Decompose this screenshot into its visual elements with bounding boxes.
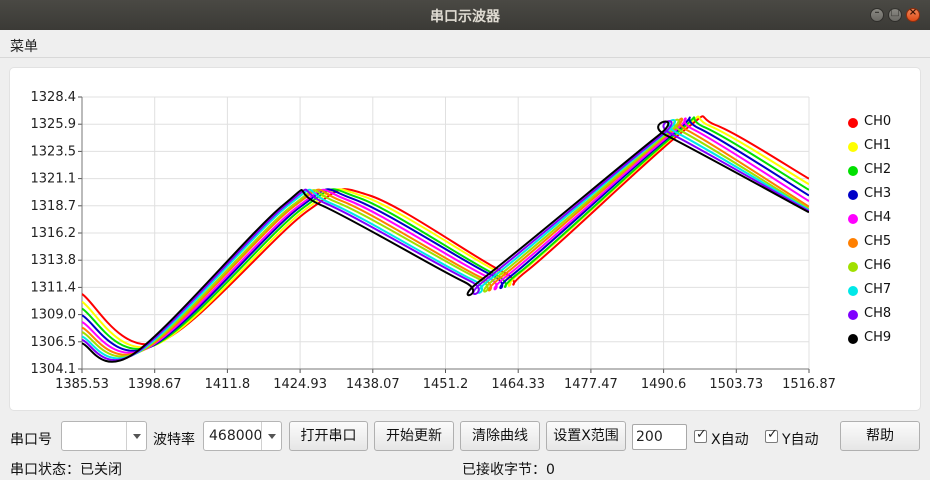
minimize-icon: – [874,7,880,18]
legend-color-icon [848,238,858,248]
y-tick-label: 1321.1 [31,172,77,187]
chart-lines [82,115,809,363]
control-row: 串口号 波特率 468000 打开串口 开始更新 清除曲线 设置X范围 200 … [0,421,930,453]
legend-label: CH2 [864,162,892,177]
y-tick-label: 1313.8 [31,253,77,268]
y-tick-label: 1306.5 [31,335,77,350]
y-tick-label: 1309.0 [31,308,77,323]
status-bar: 串口状态：已关闭 已接收字节：0 [0,457,930,479]
legend-color-icon [848,190,858,200]
baud-label: 波特率 [153,432,195,448]
series-line-ch5 [82,117,809,356]
set-x-range-button[interactable]: 设置X范围 [546,421,626,451]
y-auto-checkbox[interactable]: ✓ [765,427,778,443]
x-tick-label: 1411.8 [205,377,251,392]
x-tick-label: 1438.07 [346,377,400,392]
legend-label: CH9 [864,330,892,345]
y-tick-label: 1325.9 [31,117,77,132]
bytes-received: 已接收字节：0 [462,462,555,478]
menu-item-main[interactable]: 菜单 [10,39,38,55]
port-select[interactable] [61,421,147,451]
x-auto-checkbox[interactable]: ✓ [694,427,707,443]
x-tick-label: 1490.6 [641,377,687,392]
close-button[interactable]: × [906,7,920,22]
port-label: 串口号 [10,432,52,448]
window-title: 串口示波器 [430,9,500,25]
minimize-button[interactable]: – [870,7,884,22]
legend-label: CH1 [864,138,892,153]
y-tick-label: 1318.7 [31,199,77,214]
x-range-input-value: 200 [636,429,663,445]
title-bar: 串口示波器 – □ × [0,0,930,30]
x-tick-label: 1424.93 [273,377,327,392]
chevron-down-icon [126,422,146,450]
chart-panel: 1385.53 1398.67 1411.8 1424.93 1438.07 1451.2… [9,67,921,411]
y-tick-label: 1304.1 [31,362,77,377]
x-axis-ticks: 1385.53 1398.67 1411.8 1424.93 1438.07 1451.2… [55,368,836,392]
y-tick-label: 1316.2 [31,226,77,241]
y-tick-label: 1328.4 [31,90,77,105]
close-icon: × [908,7,918,18]
legend-color-icon [848,118,858,128]
oscilloscope-chart: 1385.53 1398.67 1411.8 1424.93 1438.07 1451.2… [31,90,836,392]
x-tick-label: 1503.73 [709,377,763,392]
legend-label: CH0 [864,114,892,129]
x-tick-label: 1477.47 [564,377,618,392]
start-update-button[interactable]: 开始更新 [374,421,454,451]
y-axis-ticks: 1328.4 1325.9 1323.5 1321.1 1318.7 1316.2 1313… [31,90,83,377]
y-tick-label: 1323.5 [31,144,77,159]
x-tick-label: 1516.87 [782,377,836,392]
port-status: 串口状态：已关闭 [10,462,122,478]
legend-label: CH4 [864,210,892,225]
legend-color-icon [848,310,858,320]
maximize-icon: □ [890,7,900,18]
legend-color-icon [848,262,858,272]
legend-color-icon [848,166,858,176]
clear-curves-button[interactable]: 清除曲线 [460,421,540,451]
open-port-button[interactable]: 打开串口 [289,421,368,451]
baud-select[interactable]: 468000 [203,421,282,451]
help-button[interactable]: 帮助 [840,421,920,451]
legend-color-icon [848,142,858,152]
x-auto-label: X自动 [711,432,749,448]
chevron-down-icon [261,422,281,450]
series-line-ch8 [82,120,809,361]
legend-label: CH5 [864,234,892,249]
series-line-ch9 [82,120,809,363]
x-tick-label: 1464.33 [491,377,545,392]
legend-color-icon [848,286,858,296]
baud-select-value: 468000 [209,428,263,444]
legend-color-icon [848,214,858,224]
legend-label: CH8 [864,306,892,321]
x-tick-label: 1385.53 [55,377,109,392]
legend-label: CH3 [864,186,892,201]
legend-color-icon [848,334,858,344]
x-range-input[interactable]: 200 [632,424,687,450]
check-icon: ✓ [767,427,778,442]
x-tick-label: 1451.2 [423,377,469,392]
check-icon: ✓ [696,427,707,442]
menu-bar: 菜单 [0,30,930,58]
maximize-button[interactable]: □ [888,7,902,22]
y-tick-label: 1311.4 [31,280,77,295]
legend-label: CH7 [864,282,892,297]
y-auto-label: Y自动 [782,432,819,448]
x-tick-label: 1398.67 [128,377,182,392]
legend-label: CH6 [864,258,892,273]
